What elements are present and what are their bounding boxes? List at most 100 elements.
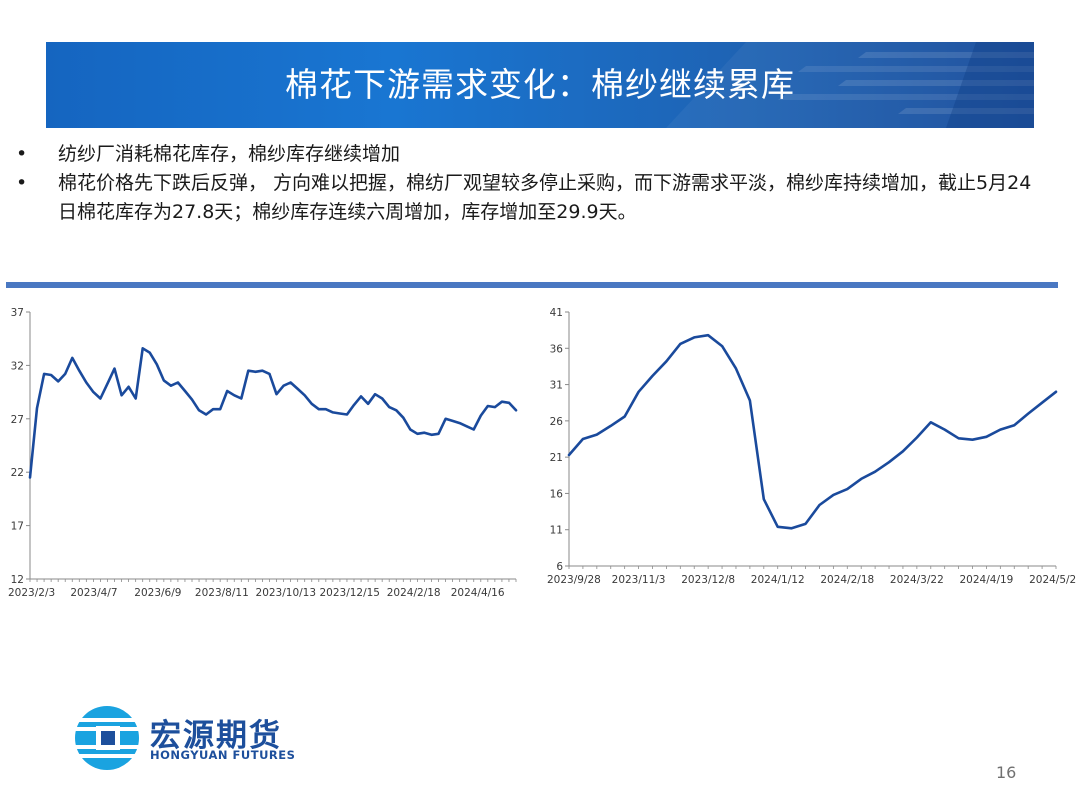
x-tick-label: 2024/2/18 bbox=[820, 574, 874, 586]
data-point bbox=[480, 414, 482, 417]
data-point bbox=[860, 478, 862, 480]
data-point bbox=[777, 526, 779, 528]
data-point bbox=[198, 409, 200, 411]
data-point bbox=[416, 433, 418, 435]
data-point bbox=[804, 523, 807, 525]
data-point bbox=[29, 476, 31, 479]
data-point bbox=[818, 504, 821, 506]
data-point bbox=[749, 399, 751, 402]
data-point bbox=[71, 357, 73, 359]
x-tick-label: 2023/11/3 bbox=[612, 574, 666, 586]
data-point bbox=[515, 409, 517, 411]
data-point bbox=[113, 368, 116, 370]
data-point bbox=[353, 404, 355, 406]
bullet-marker: • bbox=[16, 143, 28, 165]
bullet-list: • 纺纱厂消耗棉花库存，棉纱库存继续增加 • 棉花价格先下跌后反弹， 方向难以把… bbox=[16, 140, 1036, 227]
data-point bbox=[679, 343, 681, 345]
y-tick-label: 32 bbox=[11, 360, 24, 372]
data-point bbox=[958, 437, 960, 439]
x-tick-label: 2024/4/19 bbox=[960, 574, 1014, 586]
data-point bbox=[282, 385, 285, 387]
y-tick-label: 16 bbox=[550, 488, 564, 500]
data-point bbox=[367, 403, 369, 405]
data-point bbox=[665, 360, 667, 362]
data-point bbox=[395, 409, 397, 411]
data-point bbox=[735, 368, 737, 370]
y-tick-label: 12 bbox=[11, 574, 24, 586]
data-point bbox=[297, 388, 299, 390]
data-point bbox=[452, 420, 454, 422]
data-point bbox=[275, 393, 278, 395]
data-point bbox=[64, 373, 66, 375]
data-point bbox=[92, 391, 94, 393]
data-point bbox=[846, 488, 848, 490]
x-tick-label: 2024/2/18 bbox=[387, 587, 441, 599]
data-point bbox=[170, 385, 172, 387]
data-point bbox=[508, 402, 510, 404]
y-tick-label: 41 bbox=[550, 307, 563, 319]
data-point bbox=[226, 390, 228, 392]
data-point bbox=[693, 336, 695, 338]
data-point bbox=[888, 461, 890, 463]
data-point bbox=[430, 434, 433, 436]
data-point bbox=[212, 408, 214, 410]
y-tick-label: 37 bbox=[11, 307, 24, 319]
data-point bbox=[128, 386, 130, 388]
y-tick-label: 36 bbox=[550, 343, 564, 355]
data-point bbox=[36, 407, 38, 409]
data-point bbox=[459, 422, 461, 424]
data-point bbox=[149, 351, 151, 354]
x-tick-label: 2023/10/13 bbox=[256, 587, 317, 599]
data-point bbox=[219, 408, 221, 410]
data-point bbox=[43, 373, 45, 375]
bullet-marker: • bbox=[16, 172, 28, 194]
data-point bbox=[332, 411, 334, 413]
x-tick-label: 2023/6/9 bbox=[134, 587, 181, 599]
data-point bbox=[568, 454, 570, 456]
data-point bbox=[402, 417, 404, 419]
series-line bbox=[567, 333, 1058, 530]
x-tick-label: 2024/1/12 bbox=[751, 574, 805, 586]
banner-stripes bbox=[666, 42, 1034, 128]
data-point bbox=[763, 498, 765, 500]
yarn-inventory-chart: 6 11 16 21 26 31 36 41 2023/9/28 2023/11/3 2023/12… bbox=[536, 298, 1080, 608]
x-tick-label: 2024/4/16 bbox=[451, 587, 505, 599]
data-point bbox=[163, 379, 165, 381]
y-tick-label: 21 bbox=[550, 452, 563, 464]
data-point bbox=[325, 408, 327, 410]
data-point bbox=[1027, 413, 1029, 415]
data-point bbox=[791, 527, 793, 529]
page-number: 16 bbox=[996, 763, 1017, 782]
data-point bbox=[346, 413, 348, 416]
data-point bbox=[651, 375, 654, 377]
data-point bbox=[254, 371, 256, 373]
data-point bbox=[902, 450, 904, 452]
data-point bbox=[437, 433, 440, 435]
bullet-item: • 纺纱厂消耗棉花库存，棉纱库存继续增加 bbox=[16, 140, 1036, 169]
data-point bbox=[423, 432, 426, 434]
data-point bbox=[971, 439, 974, 441]
y-tick-label: 17 bbox=[11, 521, 24, 533]
data-point bbox=[1055, 391, 1057, 393]
data-point bbox=[466, 425, 468, 427]
data-point bbox=[874, 471, 876, 473]
data-point bbox=[944, 428, 946, 431]
bullet-item: • 棉花价格先下跌后反弹， 方向难以把握，棉纺厂观望较多停止采购，而下游需求平淡… bbox=[16, 169, 1036, 227]
data-point bbox=[156, 363, 158, 365]
data-point bbox=[360, 395, 362, 397]
data-point bbox=[582, 438, 584, 440]
data-point bbox=[240, 397, 242, 400]
data-point bbox=[985, 436, 988, 438]
data-point bbox=[184, 390, 186, 392]
data-point bbox=[999, 428, 1001, 431]
data-point bbox=[247, 370, 249, 372]
data-point bbox=[191, 398, 193, 401]
data-point bbox=[339, 412, 341, 415]
data-point bbox=[318, 408, 320, 410]
y-tick-label: 26 bbox=[550, 416, 564, 428]
data-point bbox=[120, 394, 123, 396]
data-point bbox=[290, 381, 292, 384]
x-tick-label: 2023/9/28 bbox=[547, 574, 601, 586]
data-point bbox=[707, 334, 709, 336]
data-point bbox=[409, 428, 411, 431]
